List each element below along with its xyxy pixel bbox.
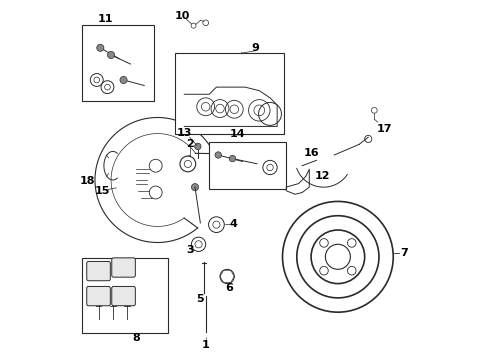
Text: 9: 9: [252, 43, 260, 53]
Text: 5: 5: [196, 294, 204, 303]
Text: 13: 13: [176, 128, 192, 138]
Text: 16: 16: [303, 148, 319, 158]
Text: 11: 11: [97, 14, 113, 24]
Text: 6: 6: [225, 283, 233, 293]
Bar: [175, 53, 284, 134]
Text: 7: 7: [400, 248, 408, 258]
FancyBboxPatch shape: [112, 258, 135, 277]
FancyBboxPatch shape: [87, 261, 110, 281]
Text: 4: 4: [230, 219, 238, 229]
Text: 2: 2: [186, 139, 194, 149]
Text: 8: 8: [132, 333, 140, 343]
Circle shape: [195, 143, 201, 150]
Circle shape: [107, 51, 115, 59]
Bar: [209, 143, 286, 189]
Text: 10: 10: [175, 12, 190, 21]
FancyBboxPatch shape: [87, 287, 110, 306]
Circle shape: [215, 152, 221, 158]
Text: 17: 17: [377, 124, 392, 134]
Text: 14: 14: [229, 129, 245, 139]
Text: 1: 1: [202, 340, 210, 350]
Text: 18: 18: [80, 176, 96, 186]
Circle shape: [229, 156, 236, 162]
FancyBboxPatch shape: [112, 287, 135, 306]
Circle shape: [97, 44, 104, 51]
Text: 15: 15: [95, 186, 110, 197]
Circle shape: [120, 76, 127, 84]
Bar: [82, 24, 154, 102]
Text: 3: 3: [186, 245, 194, 255]
Circle shape: [192, 184, 198, 191]
Bar: [82, 258, 168, 333]
Text: 12: 12: [315, 171, 330, 181]
